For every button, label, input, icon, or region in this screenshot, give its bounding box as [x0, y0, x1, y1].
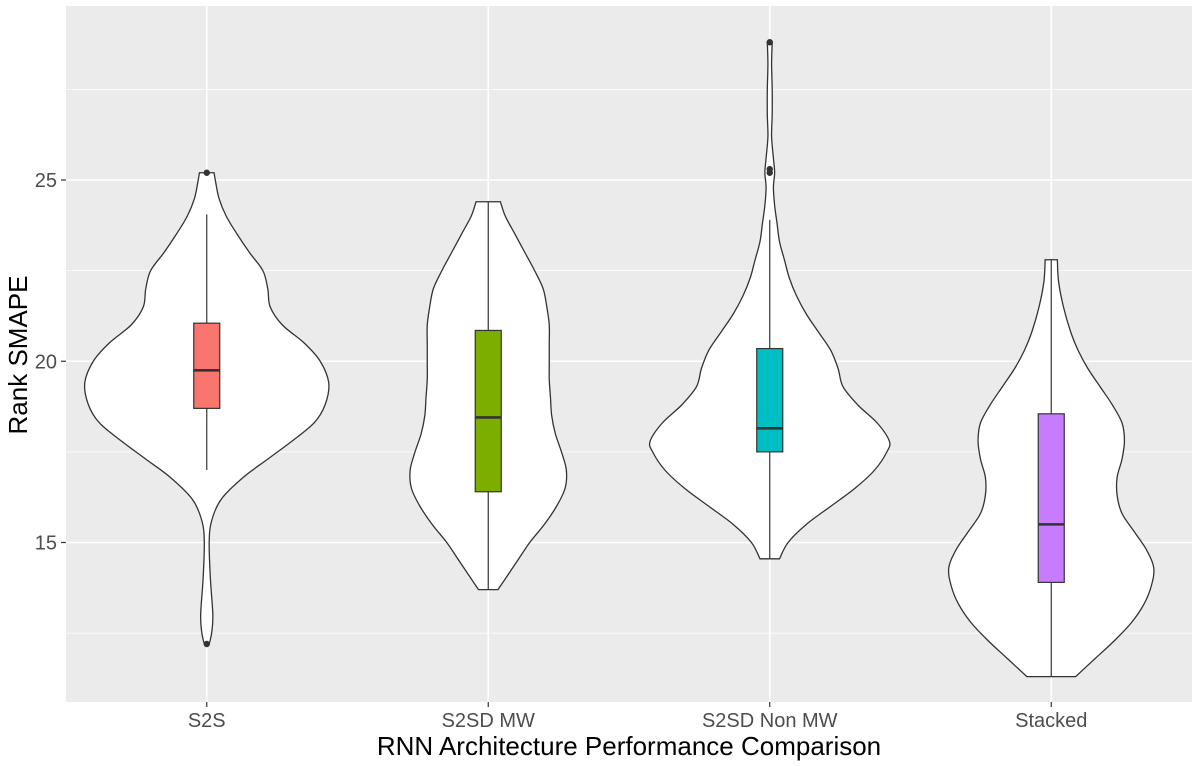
outlier-point-s2s	[203, 169, 210, 176]
boxplots	[193, 201, 1065, 677]
axis-ticks: 15 20 25 S2S S2SD MW S2SD Non MW Stacked	[35, 170, 1088, 732]
box-s2sd-non-mw	[756, 347, 784, 453]
x-tick-label: S2S	[188, 710, 226, 732]
outlier-point-s2sd-non-mw	[766, 39, 773, 46]
y-tick-label: 25	[35, 170, 57, 192]
y-tick-label: 20	[35, 351, 57, 373]
outlier-point-s2s	[203, 640, 210, 648]
box-stacked	[1037, 413, 1065, 583]
box-s2sd-mw	[474, 329, 502, 493]
x-tick-label: Stacked	[1015, 710, 1087, 732]
outlier-point-s2sd-non-mw	[766, 165, 773, 173]
y-tick-label: 15	[35, 533, 57, 555]
x-tick-label: S2SD Non MW	[702, 710, 838, 732]
x-axis-title: RNN Architecture Performance Comparison	[377, 731, 881, 761]
x-tick-label: S2SD MW	[442, 710, 535, 732]
y-axis-title: Rank SMAPE	[3, 276, 33, 435]
box-s2s	[193, 322, 221, 409]
outlier-points	[203, 39, 773, 648]
